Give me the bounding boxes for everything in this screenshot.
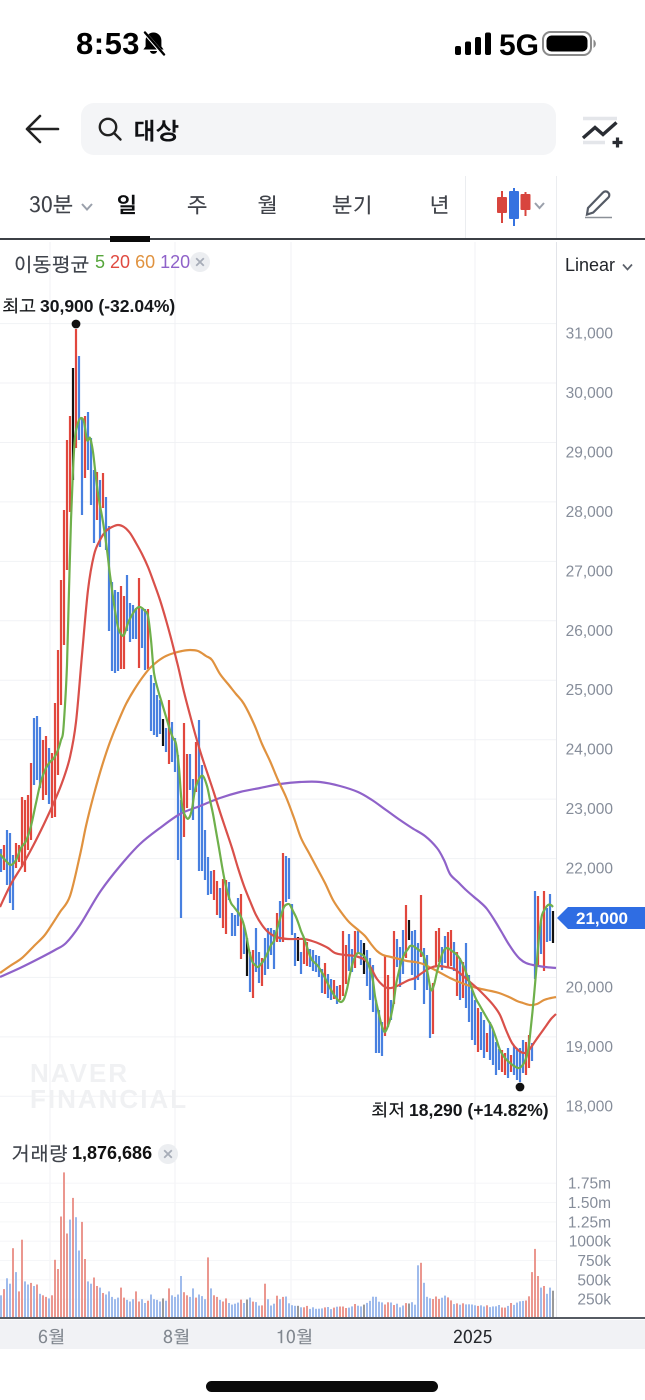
svg-text:30,000: 30,000 xyxy=(566,385,614,402)
svg-text:23,000: 23,000 xyxy=(566,801,614,818)
svg-text:27,000: 27,000 xyxy=(566,563,614,580)
svg-text:1.75m: 1.75m xyxy=(568,1176,611,1193)
svg-text:25,000: 25,000 xyxy=(566,682,614,699)
svg-text:500k: 500k xyxy=(577,1272,611,1289)
svg-text:1.25m: 1.25m xyxy=(568,1214,611,1231)
svg-text:22,000: 22,000 xyxy=(566,861,614,878)
svg-text:750k: 750k xyxy=(577,1253,611,1270)
svg-text:21,000: 21,000 xyxy=(576,909,628,928)
svg-text:29,000: 29,000 xyxy=(566,445,614,462)
svg-text:1.50m: 1.50m xyxy=(568,1195,611,1212)
svg-text:FINANCIAL: FINANCIAL xyxy=(30,1084,188,1114)
svg-text:5G: 5G xyxy=(499,30,539,58)
svg-text:28,000: 28,000 xyxy=(566,504,614,521)
svg-text:24,000: 24,000 xyxy=(566,742,614,759)
svg-text:18,000: 18,000 xyxy=(566,1098,614,1115)
svg-text:20,000: 20,000 xyxy=(566,979,614,996)
svg-text:NAVER: NAVER xyxy=(30,1058,129,1088)
svg-text:250k: 250k xyxy=(577,1292,611,1309)
svg-text:26,000: 26,000 xyxy=(566,623,614,640)
svg-text:1000k: 1000k xyxy=(569,1234,611,1251)
svg-text:31,000: 31,000 xyxy=(566,326,614,343)
svg-text:19,000: 19,000 xyxy=(566,1039,614,1056)
svg-text:18,290 (+14.82%): 18,290 (+14.82%) xyxy=(409,1100,549,1120)
svg-text:30,900 (-32.04%): 30,900 (-32.04%) xyxy=(40,296,175,316)
